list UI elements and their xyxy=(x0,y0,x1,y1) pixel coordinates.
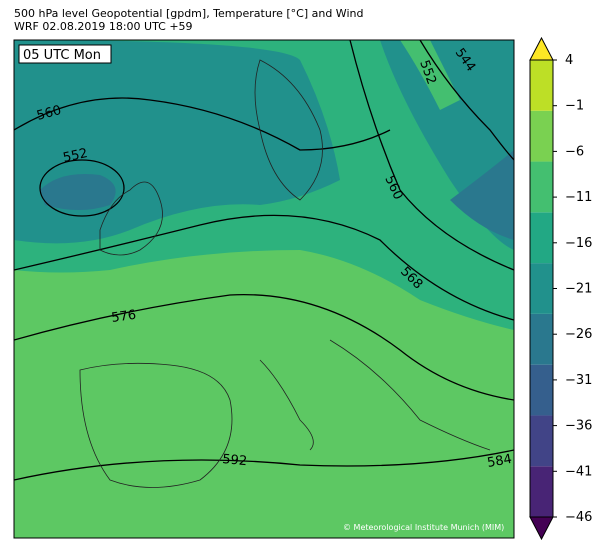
subtitle: WRF 02.08.2019 18:00 UTC +59 xyxy=(14,20,193,33)
colorbar-band xyxy=(530,161,553,213)
colorbar-tick-label: −21 xyxy=(565,282,592,297)
contour-label: 552 xyxy=(62,146,89,166)
colorbar-tick-label: −16 xyxy=(565,236,592,251)
credit: © Meteorological Institute Munich (MIM) xyxy=(343,523,504,532)
colorbar-band xyxy=(530,212,553,264)
map: 05 UTC Mon © Meteorological Institute Mu… xyxy=(13,39,515,539)
colorbar-band xyxy=(530,466,553,517)
colorbar-tick-label: −11 xyxy=(565,190,592,205)
contour-label: 560 xyxy=(35,103,63,124)
map-frame xyxy=(13,39,515,539)
colorbar-tick-label: −26 xyxy=(565,327,592,342)
colorbar-extend xyxy=(529,516,554,541)
colorbar-tick-label: −1 xyxy=(565,99,584,114)
title: 500 hPa level Geopotential [gpdm], Tempe… xyxy=(14,7,363,20)
contour-label: 584 xyxy=(486,452,513,471)
colorbar: 4 −1 −6 −11 −16 −21 −26 −31 −36 −41 −46 xyxy=(529,36,592,541)
colorbar-band xyxy=(530,364,553,416)
colorbar-band xyxy=(530,60,553,111)
time-box xyxy=(18,44,112,64)
colorbar-tick-label: −31 xyxy=(565,373,592,388)
colorbar-tick-label: −6 xyxy=(565,144,584,159)
colorbar-extend xyxy=(529,36,554,61)
contours xyxy=(14,40,514,481)
time-label: 05 UTC Mon xyxy=(23,48,101,63)
colorbar-band xyxy=(530,110,553,162)
field xyxy=(400,40,460,110)
field xyxy=(40,174,116,210)
colorbar-tick-label: 4 xyxy=(565,53,573,68)
contour-label: 592 xyxy=(222,452,248,469)
coastlines xyxy=(79,59,491,488)
field xyxy=(450,150,514,240)
colorbar-tick-label: −46 xyxy=(565,510,592,525)
colorbar-band xyxy=(530,263,553,314)
contour-label: 576 xyxy=(110,308,137,326)
colorbar-band xyxy=(530,313,553,365)
colorbar-band xyxy=(530,415,553,467)
colorbar-tick-label: −36 xyxy=(565,419,592,434)
colorbar-tick-label: −41 xyxy=(565,464,592,479)
